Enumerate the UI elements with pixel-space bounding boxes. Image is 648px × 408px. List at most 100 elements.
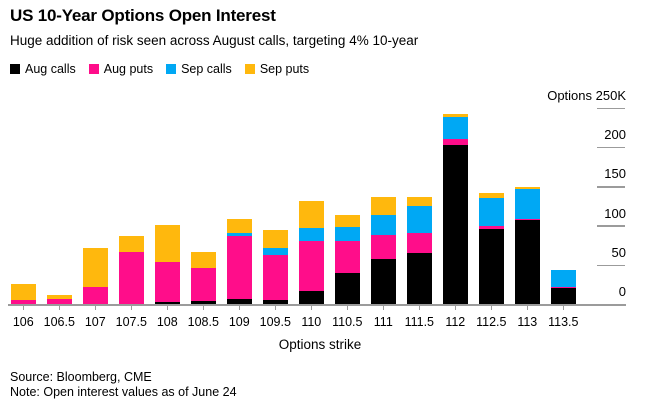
bar-segment-sep-calls	[334, 227, 360, 242]
x-tick	[238, 305, 241, 310]
x-tick-label: 109	[228, 315, 250, 329]
bar-segment-sep-calls	[226, 233, 252, 236]
y-tick-label: 150	[604, 166, 626, 182]
bar-segment-sep-puts	[370, 197, 396, 215]
bar-segment-aug-puts	[226, 235, 252, 300]
x-tick	[490, 305, 493, 310]
x-tick	[382, 305, 385, 310]
bar-segment-aug-puts	[190, 267, 216, 301]
legend-label: Sep puts	[259, 62, 310, 76]
bar-108	[154, 224, 180, 304]
x-tick	[346, 305, 349, 310]
bar-107	[82, 248, 108, 304]
legend-label: Aug calls	[25, 62, 76, 76]
bar-segment-sep-puts	[46, 294, 72, 299]
bar-106.5	[46, 294, 72, 304]
x-tick	[274, 305, 277, 310]
bar-segment-aug-calls	[514, 220, 540, 304]
footer: Source: Bloomberg, CME Note: Open intere…	[10, 370, 237, 400]
y-tick-line	[597, 225, 625, 227]
bar-segment-sep-calls	[514, 188, 540, 219]
bar-segment-sep-puts	[118, 235, 144, 253]
bar-segment-aug-calls	[298, 291, 324, 304]
bar-segment-aug-calls	[406, 253, 432, 304]
bar-segment-aug-puts	[10, 300, 36, 304]
y-tick-line	[597, 186, 625, 188]
y-tick-line	[597, 303, 625, 306]
bar-segment-sep-puts	[298, 200, 324, 228]
bar-segment-aug-calls	[478, 228, 504, 304]
bar-segment-aug-puts	[118, 252, 144, 304]
bar-segment-aug-puts	[478, 225, 504, 229]
x-tick	[166, 305, 169, 310]
bar-segment-aug-puts	[514, 218, 540, 221]
x-tick-label: 112	[445, 315, 466, 329]
bar-113.5	[550, 269, 576, 304]
x-tick	[58, 305, 61, 310]
bar-segment-sep-puts	[190, 252, 216, 268]
bar-segment-aug-calls	[190, 300, 216, 304]
bar-segment-aug-puts	[154, 262, 180, 302]
x-tick-label: 107	[84, 315, 106, 329]
bar-segment-sep-calls	[262, 248, 288, 255]
bar-segment-sep-calls	[442, 117, 468, 140]
bar-segment-aug-puts	[442, 139, 468, 145]
bar-segment-sep-puts	[262, 229, 288, 249]
x-tick	[310, 305, 313, 310]
x-tick	[130, 305, 133, 310]
legend: Aug calls Aug puts Sep calls Sep puts	[10, 62, 309, 76]
bar-segment-sep-puts	[334, 214, 360, 228]
y-tick-line	[597, 107, 625, 110]
x-tick-label: 111	[373, 315, 393, 329]
x-tick-label: 109.5	[259, 315, 291, 329]
bar-113	[514, 187, 540, 304]
y-tick-line	[597, 146, 625, 149]
bar-111	[370, 197, 396, 304]
x-axis-line	[8, 304, 626, 306]
x-tick-label: 107.5	[115, 315, 147, 329]
chart-subtitle: Huge addition of risk seen across August…	[10, 33, 419, 48]
legend-item-sep-puts: Sep puts	[244, 62, 310, 76]
x-tick-label: 108	[156, 315, 178, 329]
bar-segment-sep-calls	[478, 198, 504, 226]
x-tick-label: 110	[301, 315, 322, 329]
bar-segment-sep-puts	[82, 248, 108, 287]
y-tick-label: 200	[604, 127, 626, 143]
legend-swatch-icon	[10, 64, 20, 74]
bar-112.5	[478, 192, 504, 304]
x-tick	[22, 305, 25, 310]
x-tick	[94, 305, 97, 310]
bar-segment-sep-calls	[550, 269, 576, 287]
y-tick-label: 0	[618, 284, 626, 299]
y-tick-label: 50	[611, 244, 626, 260]
bar-segment-aug-puts	[550, 286, 576, 288]
y-tick-label: Options 250K	[547, 88, 626, 103]
bar-segment-sep-calls	[298, 227, 324, 241]
legend-item-aug-puts: Aug puts	[88, 62, 153, 76]
x-tick-label: 112.5	[476, 315, 507, 329]
bar-segment-aug-puts	[82, 286, 108, 304]
bar-segment-aug-calls	[226, 299, 252, 304]
bar-segment-aug-puts	[406, 232, 432, 254]
bar-segment-aug-calls	[334, 273, 360, 304]
bar-segment-aug-calls	[154, 301, 180, 304]
legend-item-sep-calls: Sep calls	[166, 62, 232, 76]
x-tick-label: 110.5	[332, 315, 363, 329]
bar-segment-sep-calls	[370, 214, 396, 236]
bar-segment-sep-puts	[478, 192, 504, 199]
y-tick-label: 100	[604, 205, 626, 221]
legend-swatch-icon	[88, 64, 99, 74]
bar-segment-aug-calls	[442, 144, 468, 304]
x-tick-label: 106	[12, 315, 34, 329]
bar-segment-aug-calls	[262, 300, 288, 304]
x-tick-label: 108.5	[187, 315, 219, 329]
bar-segment-sep-puts	[10, 284, 36, 301]
legend-swatch-icon	[166, 64, 177, 74]
legend-item-aug-calls: Aug calls	[10, 62, 76, 76]
bar-110	[298, 200, 324, 304]
source-note: Source: Bloomberg, CME	[10, 370, 152, 384]
bar-segment-aug-puts	[298, 240, 324, 292]
bar-109	[226, 218, 252, 304]
x-tick	[562, 305, 565, 310]
